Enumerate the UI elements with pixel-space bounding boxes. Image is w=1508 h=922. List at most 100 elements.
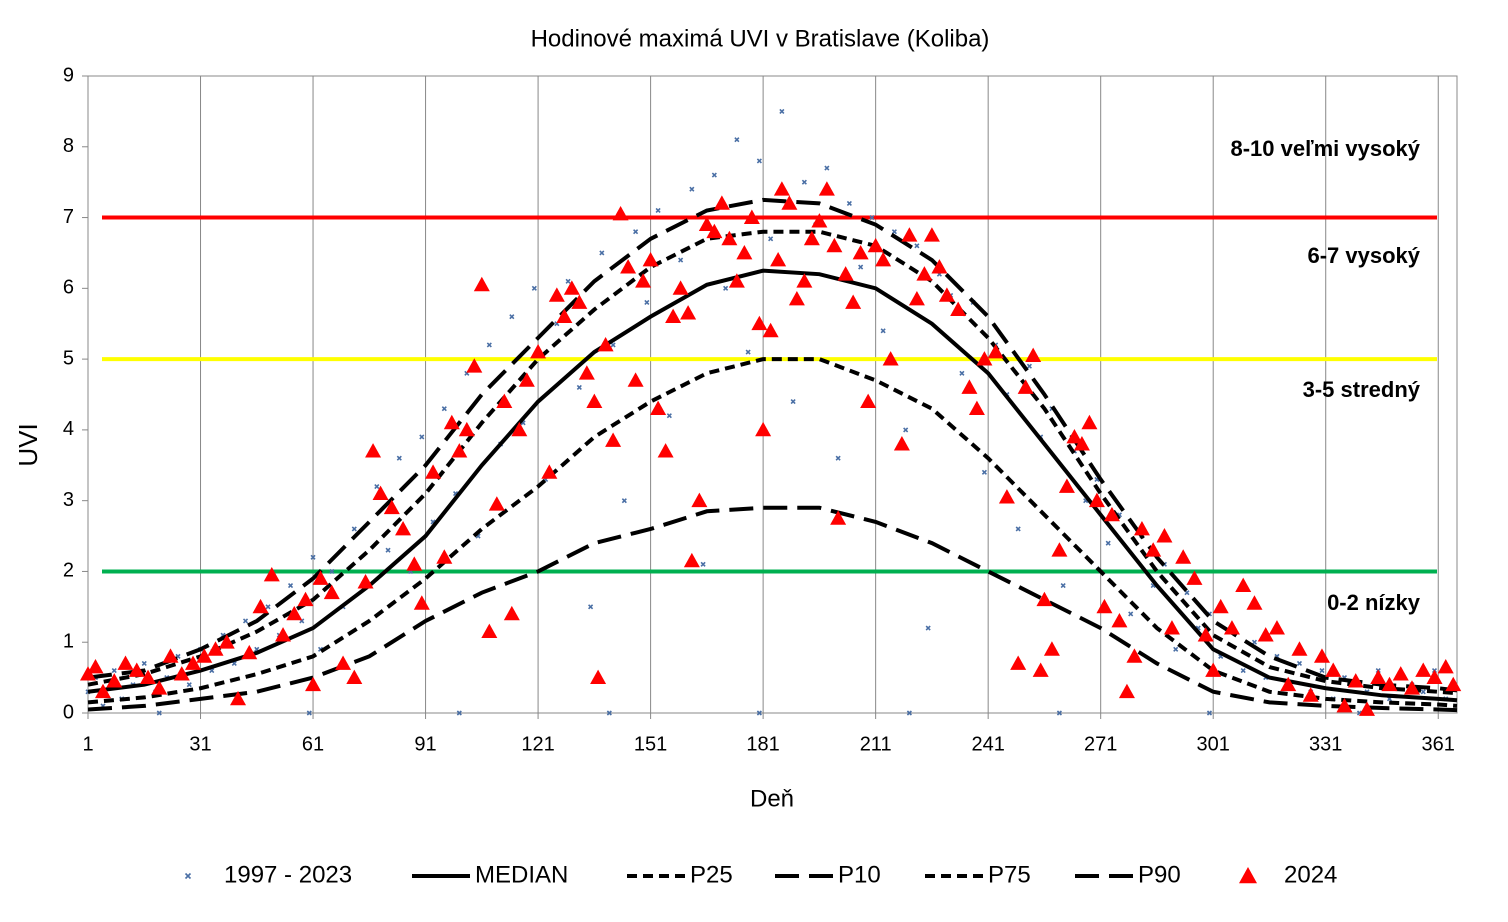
data-point — [1036, 591, 1053, 607]
data-point — [860, 393, 877, 408]
data-point — [458, 421, 475, 437]
data-point — [1186, 570, 1203, 585]
data-point — [396, 455, 402, 461]
data-point — [1133, 520, 1150, 536]
y-tick-label: 6 — [63, 277, 74, 299]
data-point — [1058, 478, 1075, 493]
data-point — [627, 372, 644, 387]
data-point — [751, 315, 768, 331]
legend-label: P75 — [988, 861, 1031, 888]
data-point — [721, 230, 738, 246]
data-point — [891, 229, 897, 235]
data-point — [835, 455, 841, 461]
data-point — [773, 181, 790, 196]
legend-label: P25 — [690, 861, 733, 888]
data-point — [151, 680, 168, 695]
plot-frame — [87, 75, 1458, 714]
data-point — [1081, 414, 1098, 430]
data-point — [1325, 662, 1342, 677]
data-point — [241, 644, 258, 660]
data-point — [1051, 542, 1068, 557]
data-point — [1060, 583, 1066, 589]
data-point — [287, 583, 294, 589]
data-point — [644, 299, 650, 306]
data-point — [867, 237, 884, 253]
data-point — [1073, 436, 1090, 451]
data-point — [306, 710, 312, 716]
data-point — [357, 574, 374, 589]
series-line — [87, 229, 1458, 696]
data-point — [666, 413, 672, 419]
data-point — [711, 172, 717, 178]
data-point — [914, 243, 920, 249]
data-point — [1291, 641, 1308, 656]
data-point — [736, 244, 753, 260]
y-tick-label: 4 — [63, 418, 74, 440]
y-tick-label: 9 — [63, 64, 74, 86]
data-point — [745, 349, 751, 355]
data-point — [938, 287, 955, 302]
data-point — [335, 655, 352, 670]
data-point — [1358, 701, 1375, 716]
data-point — [756, 710, 762, 716]
series-line — [87, 197, 1458, 693]
data-point — [728, 273, 745, 288]
data-point — [456, 710, 462, 716]
y-tick-label: 7 — [63, 206, 74, 228]
data-point — [509, 314, 515, 320]
data-point — [770, 252, 787, 267]
data-point — [140, 669, 157, 685]
x-tick-label: 271 — [1084, 733, 1117, 755]
data-point — [845, 294, 862, 309]
x-tick-label: 31 — [189, 733, 211, 755]
data-point — [323, 584, 340, 600]
data-point — [803, 230, 820, 246]
legend-marker — [1239, 867, 1257, 884]
data-point — [1246, 595, 1263, 610]
data-point — [858, 264, 864, 270]
data-point — [961, 379, 978, 394]
data-point — [1240, 667, 1246, 674]
y-axis-label: UVI — [13, 423, 43, 466]
data-point — [818, 181, 835, 196]
data-point — [1381, 676, 1398, 692]
data-point — [1370, 669, 1387, 685]
data-point — [968, 400, 985, 416]
data-point — [385, 547, 391, 553]
data-point — [395, 520, 412, 536]
data-point — [383, 499, 400, 515]
data-point — [374, 483, 380, 490]
data-point — [218, 634, 235, 649]
data-point — [586, 393, 603, 408]
data-point — [425, 464, 442, 479]
data-point — [781, 195, 798, 210]
data-point — [901, 227, 918, 242]
data-point — [242, 618, 249, 624]
data-point — [590, 669, 607, 685]
data-point — [556, 308, 573, 324]
data-point — [612, 206, 629, 221]
data-point — [846, 200, 852, 206]
data-point — [185, 655, 202, 670]
data-point — [788, 290, 805, 306]
x-tick-label: 61 — [302, 733, 324, 755]
data-point — [700, 561, 706, 567]
data-point — [263, 566, 280, 582]
data-point — [976, 351, 993, 366]
data-point — [621, 498, 627, 504]
legend-label: 2024 — [1284, 861, 1337, 888]
data-point — [1206, 710, 1213, 716]
data-point — [1251, 639, 1258, 645]
data-point — [588, 604, 594, 610]
data-point — [436, 549, 453, 564]
data-point — [678, 257, 684, 263]
data-point — [734, 137, 740, 143]
data-point — [571, 294, 588, 309]
data-point — [1103, 506, 1120, 522]
data-point — [1426, 669, 1443, 685]
data-point — [1096, 598, 1113, 614]
data-point — [768, 236, 774, 242]
data-point — [443, 414, 460, 430]
data-point — [111, 667, 117, 674]
x-tick-label: 121 — [521, 733, 554, 755]
